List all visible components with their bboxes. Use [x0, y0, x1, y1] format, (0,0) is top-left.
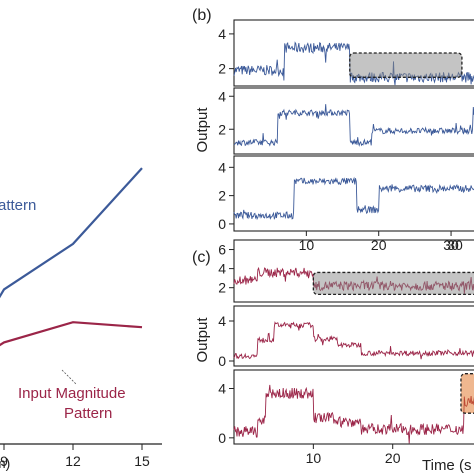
label-leader-line — [61, 369, 77, 385]
highlight-box — [460, 373, 474, 414]
panel-c-ylabel: Output — [194, 317, 211, 363]
y-tick-label: 2 — [218, 121, 226, 137]
highlight-box — [349, 52, 463, 78]
left-x-label-fragment: m) — [0, 455, 10, 471]
y-tick-label: 2 — [218, 61, 226, 77]
x-tick-label: 10 — [306, 450, 322, 466]
y-tick-label: 0 — [218, 430, 226, 446]
left-line-chart: 9 12 15 attern Input Magnitude Pattern m) — [0, 167, 162, 471]
panel-b-1: 24 — [218, 19, 474, 87]
panel-frame — [233, 87, 474, 155]
trace-c-3 — [233, 384, 474, 444]
y-tick-label: 4 — [218, 313, 226, 329]
panel-frame — [233, 369, 474, 445]
y-tick-label: 4 — [218, 261, 226, 277]
y-tick-label: 4 — [218, 159, 226, 175]
y-tick-label: 2 — [218, 280, 226, 296]
panel-b-ylabel: Output — [194, 107, 211, 153]
x-tick-label: 20 — [371, 237, 387, 253]
trace-c-2 — [233, 321, 474, 360]
series-label-top: attern — [0, 197, 36, 214]
panel-c-2: 04 — [218, 305, 474, 369]
trace-b-2 — [233, 104, 474, 147]
panel-b-tag: (b) — [192, 7, 212, 24]
y-tick-label: 6 — [218, 242, 226, 258]
y-tick-label: 0 — [218, 353, 226, 369]
left-x-ticks: 9 12 15 — [0, 444, 150, 469]
y-tick-label: 4 — [218, 26, 226, 42]
x-tick-label: 10 — [299, 237, 315, 253]
series-line-bottom — [0, 321, 143, 347]
left-x-tick-label: 12 — [65, 453, 81, 469]
x-tick-label: 20 — [385, 450, 401, 466]
x-tick-label: 30 — [447, 237, 463, 253]
y-tick-label: 2 — [218, 188, 226, 204]
series-line-top — [0, 167, 143, 299]
left-x-tick-label: 9 — [0, 453, 8, 469]
panel-c-3: 0 4 10 20 — [218, 369, 474, 466]
panel-c-tag: (c) — [192, 249, 211, 266]
panel-frame — [233, 305, 474, 367]
panel-frame — [233, 239, 474, 303]
left-series — [0, 167, 143, 347]
trace-b-3 — [233, 176, 474, 221]
panel-b-2: 24 — [218, 87, 474, 155]
y-tick-label: 4 — [218, 381, 226, 397]
series-label-bottom-line2: Pattern — [64, 405, 112, 422]
left-x-tick-label: 15 — [134, 453, 150, 469]
x-tick-label: 30 — [443, 237, 459, 253]
y-tick-label: 0 — [218, 216, 226, 232]
time-axis-label: Time (s — [422, 457, 471, 474]
y-tick-label: 4 — [218, 88, 226, 104]
panel-frame — [233, 19, 474, 87]
series-label-bottom-line1: Input Magnitude — [18, 385, 126, 402]
panel-c-1: 2 4 6 — [218, 239, 474, 303]
highlight-box — [312, 271, 474, 296]
panel-frame — [233, 155, 474, 232]
